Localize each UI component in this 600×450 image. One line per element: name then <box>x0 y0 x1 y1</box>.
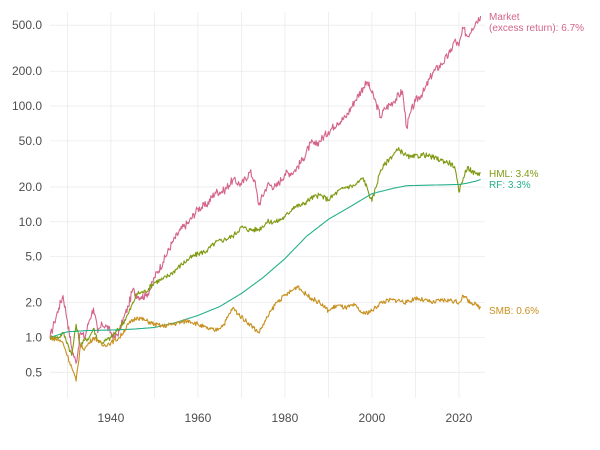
y-tick-label: 500.0 <box>12 18 42 32</box>
series-line-rf <box>49 178 481 339</box>
series-label-market: Market (excess return): 6.7% <box>489 12 584 34</box>
y-tick-label: 200.0 <box>12 64 42 78</box>
y-tick-label: 2.0 <box>25 296 42 310</box>
series-label-line: SMB: 0.6% <box>489 306 539 317</box>
gridlines <box>50 12 485 398</box>
y-tick-label: 20.0 <box>19 180 43 194</box>
series-line-smb <box>49 285 482 382</box>
x-tick-label: 1940 <box>98 411 125 425</box>
y-tick-label: 0.5 <box>25 365 42 379</box>
series-label-hml: HML: 3.4% <box>489 169 539 180</box>
series-label-rf: RF: 3.3% <box>489 180 531 191</box>
x-tick-label: 1960 <box>185 411 212 425</box>
x-tick-label: 2020 <box>446 411 473 425</box>
x-tick-label: 2000 <box>359 411 386 425</box>
y-tick-label: 5.0 <box>25 250 42 264</box>
series-line-market <box>49 15 482 364</box>
y-tick-label: 10.0 <box>19 215 43 229</box>
series-label-line: (excess return): 6.7% <box>489 23 584 34</box>
series-label-line: HML: 3.4% <box>489 169 539 180</box>
series-line-hml <box>49 147 481 356</box>
y-tick-label: 1.0 <box>25 330 42 344</box>
series-lines <box>49 15 482 382</box>
x-tick-label: 1980 <box>272 411 299 425</box>
series-label-line: RF: 3.3% <box>489 180 531 191</box>
axis-ticks: 1940 1960 1980 2000 2020 0.5 1.0 2.0 5.0 10.0 20.0… <box>12 18 473 425</box>
series-label-smb: SMB: 0.6% <box>489 306 539 317</box>
y-tick-label: 100.0 <box>12 99 42 113</box>
series-labels: Market (excess return): 6.7% HML: 3.4%RF: … <box>489 12 584 317</box>
series-label-line: Market <box>489 12 520 23</box>
y-tick-label: 50.0 <box>19 134 43 148</box>
